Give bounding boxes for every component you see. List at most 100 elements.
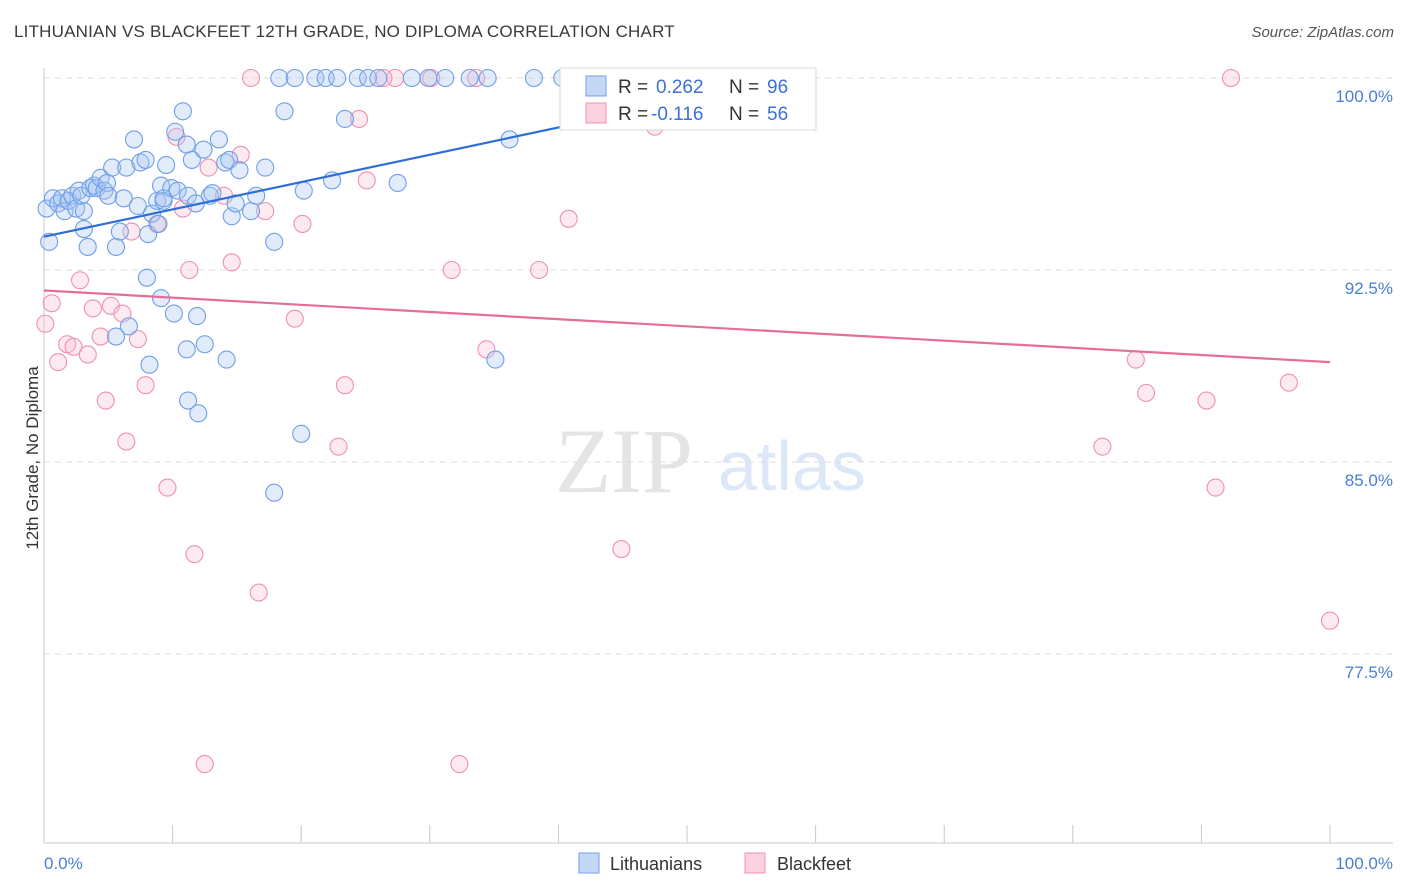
blackfeet-point bbox=[249, 583, 268, 602]
blackfeet-point bbox=[1126, 350, 1145, 369]
lithuanians-point bbox=[166, 122, 185, 141]
stats-swatch-pink bbox=[585, 102, 607, 124]
lithuanians-point bbox=[460, 68, 479, 88]
blackfeet-point bbox=[231, 145, 250, 164]
blackfeet-point bbox=[1197, 391, 1216, 410]
lithuanians-point bbox=[209, 130, 228, 149]
stats-n-value-pink: 56 bbox=[767, 104, 788, 125]
y-tick-label: 100.0% bbox=[1335, 87, 1393, 106]
blackfeet-trend-line bbox=[43, 289, 1331, 364]
lithuanians-point bbox=[335, 109, 354, 129]
blackfeet-point bbox=[91, 327, 110, 346]
blackfeet-point bbox=[374, 68, 393, 88]
watermark-atlas: atlas bbox=[718, 427, 866, 505]
lithuanians-point bbox=[99, 186, 118, 205]
blackfeet-point bbox=[70, 271, 90, 290]
y-tick-labels: 100.0% 92.5% 85.0% 77.5% bbox=[1335, 87, 1393, 682]
blackfeet-point bbox=[64, 337, 83, 356]
blackfeet-point bbox=[1221, 68, 1241, 88]
lithuanians-point bbox=[106, 327, 126, 346]
lithuanians-point bbox=[117, 158, 136, 177]
lithuanians-point bbox=[103, 158, 122, 177]
stats-n-label-pink: N = bbox=[729, 104, 759, 125]
stats-r-label-blue: R = bbox=[618, 77, 648, 98]
x-tick-label-max: 100.0% bbox=[1335, 854, 1393, 873]
blackfeet-point bbox=[158, 478, 177, 497]
lithuanians-point bbox=[140, 355, 159, 374]
lithuanians-point bbox=[388, 173, 407, 193]
lithuanians-point bbox=[359, 68, 378, 88]
blackfeet-point bbox=[78, 345, 97, 364]
lithuanians-point bbox=[37, 199, 56, 218]
lithuanians-point bbox=[177, 135, 196, 154]
lithuanians-trend-line bbox=[43, 125, 563, 238]
lithuanians-point bbox=[149, 214, 168, 233]
legend-label-lithuanians: Lithuanians bbox=[610, 854, 702, 874]
lithuanians-point bbox=[292, 424, 311, 443]
blackfeet-point bbox=[128, 330, 147, 349]
blackfeet-point bbox=[329, 437, 348, 456]
blackfeet-point bbox=[241, 68, 261, 88]
stats-n-label-blue: N = bbox=[729, 77, 759, 98]
lithuanians-point bbox=[402, 68, 421, 88]
blackfeet-point bbox=[357, 171, 376, 190]
blackfeet-point bbox=[530, 260, 549, 280]
blackfeet-point bbox=[1206, 478, 1225, 497]
lithuanians-point bbox=[328, 68, 347, 88]
x-tick-label-min: 0.0% bbox=[44, 854, 83, 873]
blackfeet-point bbox=[36, 314, 55, 333]
blackfeet-point bbox=[136, 376, 155, 395]
stats-r-value-pink: -0.116 bbox=[651, 104, 703, 125]
lithuanians-point bbox=[177, 340, 196, 359]
legend-label-blackfeet: Blackfeet bbox=[777, 854, 851, 874]
y-tick-label: 92.5% bbox=[1345, 279, 1393, 298]
axes bbox=[43, 68, 1393, 844]
lithuanians-point bbox=[436, 68, 455, 88]
trend-lines bbox=[43, 125, 1331, 364]
y-tick-label: 85.0% bbox=[1345, 471, 1393, 490]
blackfeet-points bbox=[36, 68, 1340, 774]
watermark-zip: ZIP bbox=[555, 410, 693, 512]
blackfeet-point bbox=[42, 294, 61, 313]
lithuanians-point bbox=[119, 317, 138, 336]
lithuanians-point bbox=[136, 150, 155, 169]
lithuanians-point bbox=[168, 181, 187, 200]
blackfeet-point bbox=[96, 391, 115, 410]
lithuanians-point bbox=[285, 68, 304, 88]
blackfeet-point bbox=[222, 253, 241, 272]
lithuanians-point bbox=[189, 404, 208, 423]
lithuanians-point bbox=[154, 189, 173, 208]
lithuanians-point bbox=[114, 189, 133, 208]
lithuanians-point bbox=[230, 161, 249, 180]
lithuanians-point bbox=[524, 68, 544, 88]
lithuanians-point bbox=[265, 483, 284, 502]
blackfeet-point bbox=[293, 214, 312, 233]
blackfeet-point bbox=[117, 432, 136, 451]
stats-swatch-blue bbox=[585, 75, 607, 97]
chart-title: LITHUANIAN VS BLACKFEET 12TH GRADE, NO D… bbox=[14, 22, 675, 41]
blackfeet-point bbox=[180, 260, 199, 280]
blackfeet-point bbox=[195, 755, 214, 774]
lithuanians-point bbox=[187, 307, 207, 326]
blackfeet-point bbox=[285, 309, 304, 328]
lithuanians-points bbox=[37, 68, 589, 502]
y-axis-label: 12th Grade, No Diploma bbox=[23, 366, 42, 550]
blackfeet-point bbox=[1320, 611, 1340, 630]
stats-r-label-pink: R = bbox=[618, 104, 648, 125]
lithuanians-point bbox=[369, 68, 388, 88]
blackfeet-point bbox=[612, 539, 631, 559]
blackfeet-point bbox=[1137, 383, 1156, 402]
lithuanians-point bbox=[137, 268, 156, 287]
lithuanians-point bbox=[178, 391, 198, 410]
lithuanians-point bbox=[478, 68, 497, 88]
blackfeet-point bbox=[335, 376, 354, 395]
legend: Lithuanians Blackfeet bbox=[578, 852, 851, 874]
lithuanians-point bbox=[265, 232, 284, 251]
lithuanians-point bbox=[106, 237, 126, 257]
lithuanians-point bbox=[164, 304, 183, 323]
lithuanians-point bbox=[275, 102, 294, 121]
blackfeet-point bbox=[199, 158, 218, 177]
legend-swatch-lithuanians bbox=[578, 852, 600, 874]
lithuanians-point bbox=[256, 158, 275, 177]
